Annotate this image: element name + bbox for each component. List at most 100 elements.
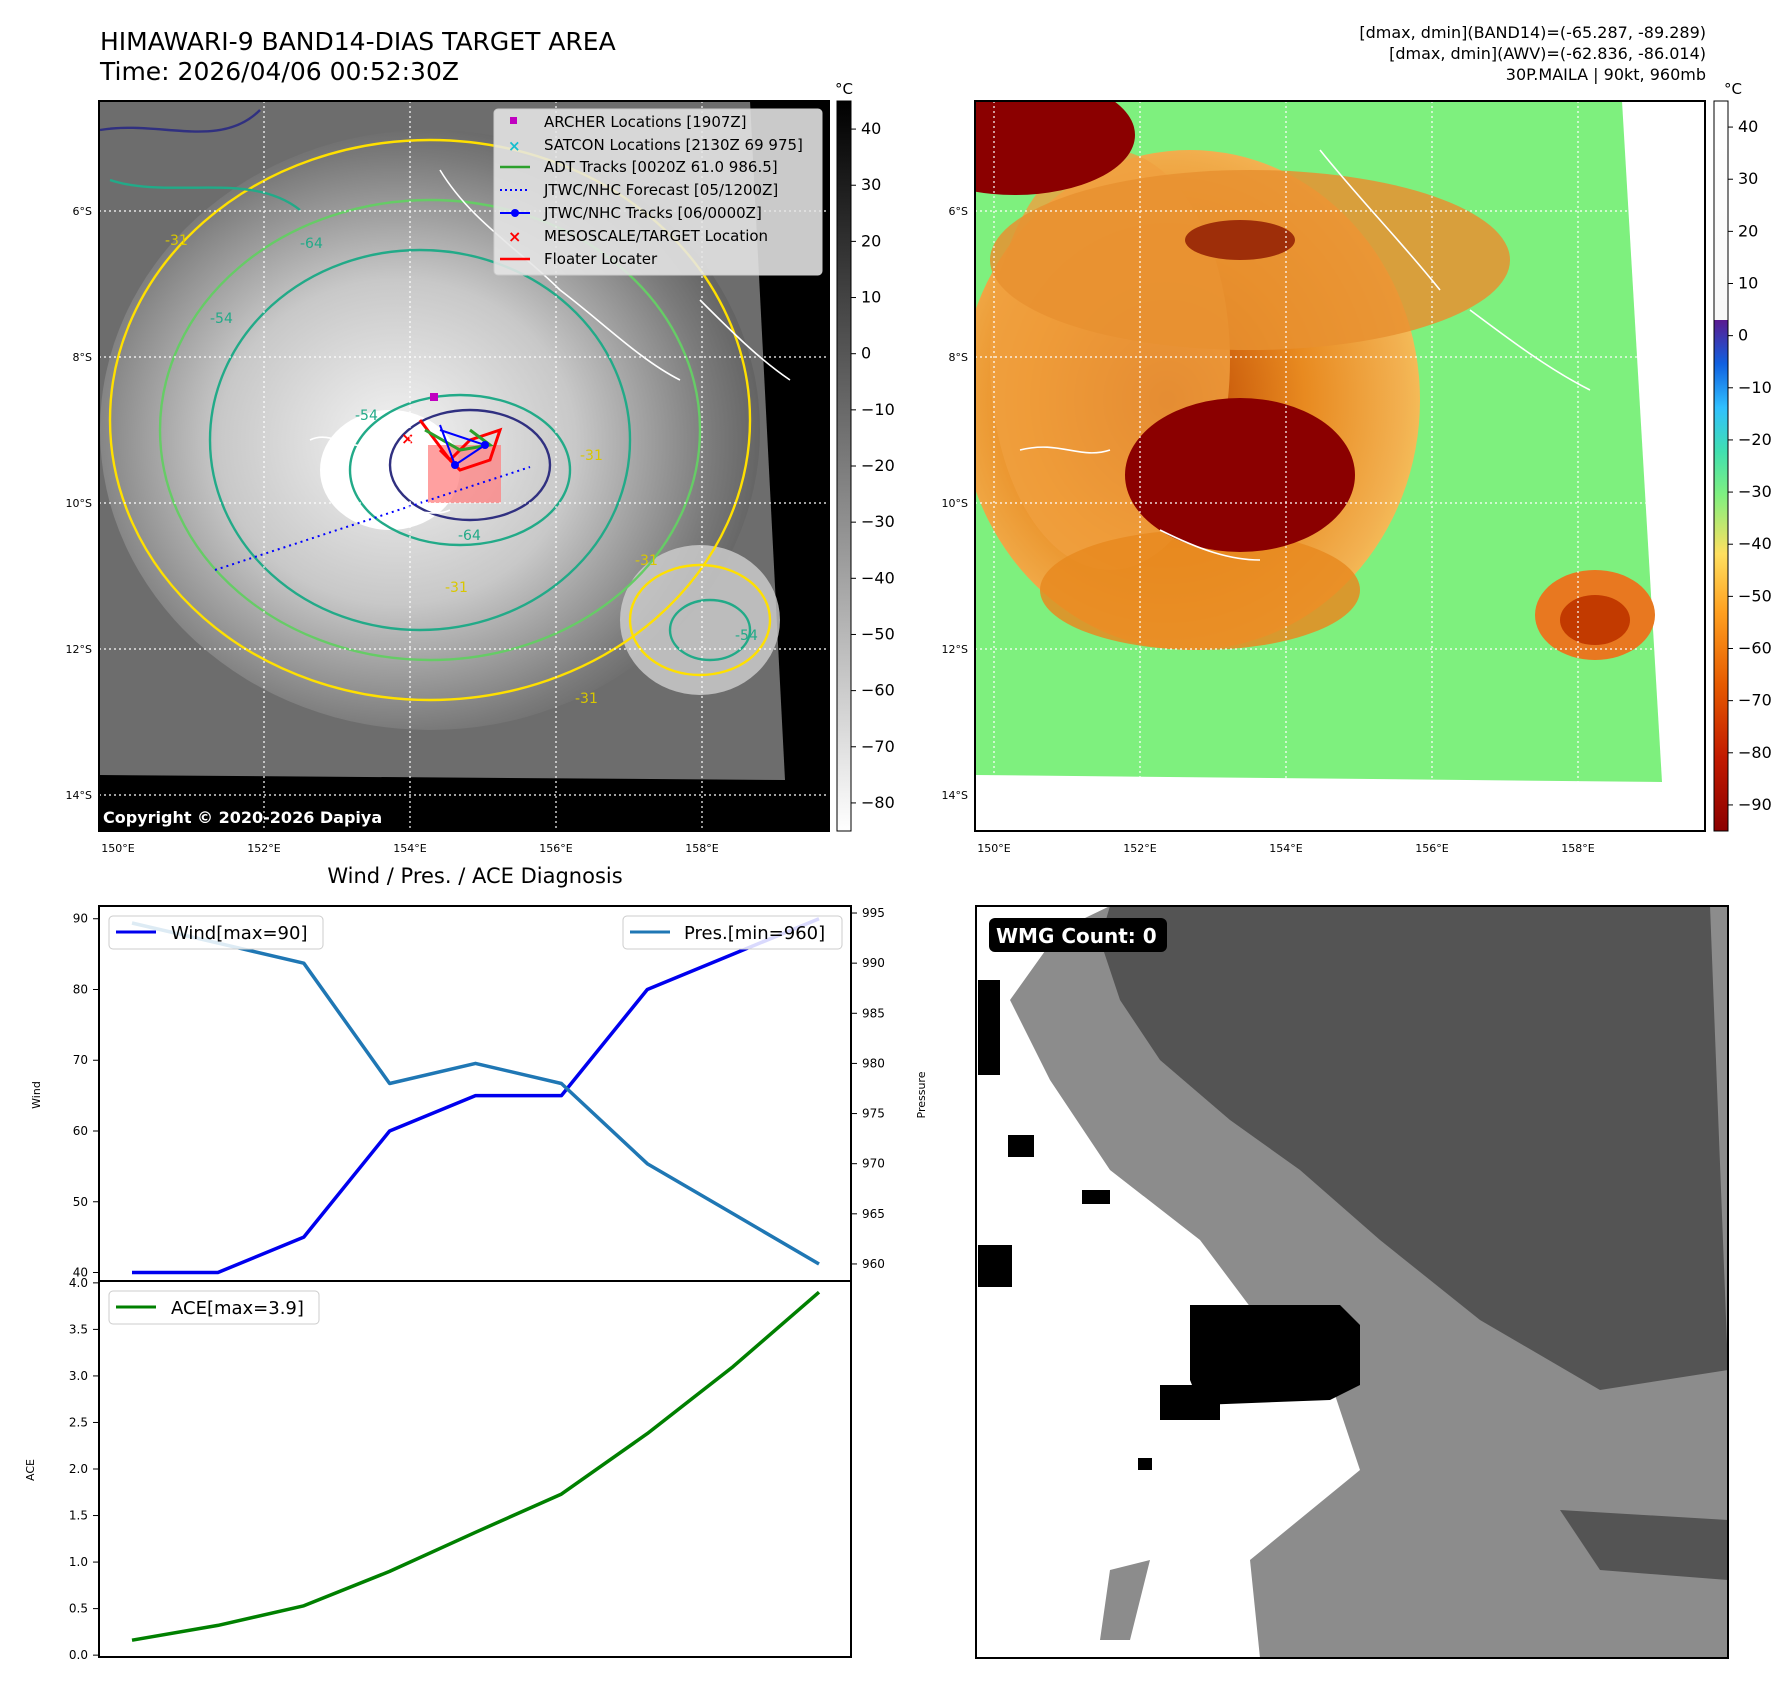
y2-tick-label: 965 xyxy=(862,1207,885,1221)
colorbar-gray-tick-label: −40 xyxy=(861,568,895,587)
y-tick-label: 40 xyxy=(73,1266,88,1280)
info-storm: 30P.MAILA | 90kt, 960mb xyxy=(1506,65,1706,84)
colorbar-color-tick-label: −40 xyxy=(1738,534,1772,553)
map-legend: ARCHER Locations [1907Z] × SATCON Locati… xyxy=(493,108,823,276)
svg-text:6°S: 6°S xyxy=(949,205,968,218)
y-tick-label: 3.5 xyxy=(69,1322,88,1336)
info-awv: [dmax, dmin](AWV)=(-62.836, -86.014) xyxy=(1389,44,1706,63)
svg-text:158°E: 158°E xyxy=(685,842,718,855)
ace-axis-label: ACE xyxy=(24,1459,37,1481)
legend-jtwc-forecast: JTWC/NHC Forecast [05/1200Z] xyxy=(543,181,778,199)
colorbar-gray-tick-label: −80 xyxy=(861,793,895,812)
svg-text:10°S: 10°S xyxy=(942,497,968,510)
colorbar-grayscale: °C 40 30 20 10 0 −10 −20 −30 −40 −50 −60 −70 −80 xyxy=(835,80,895,832)
colorbar-gray-tick-label: −20 xyxy=(861,456,895,475)
colorbar-color-tick-label: −20 xyxy=(1738,430,1772,449)
colorbar-gray-tick-label: 20 xyxy=(861,231,881,250)
copyright: Copyright © 2020-2026 Dapiya xyxy=(103,808,382,827)
colorbar-color-tick-label: 30 xyxy=(1738,169,1758,188)
ace-legend: ACE[max=3.9] xyxy=(108,1290,320,1325)
colorbar-color-tick-label: −30 xyxy=(1738,482,1772,501)
legend-floater: Floater Locater xyxy=(544,250,658,268)
contour-labels: -31 -31 -31 -31 -31 xyxy=(165,233,658,707)
y-tick-label: 4.0 xyxy=(69,1276,88,1290)
colorbar-color-tick-label: −50 xyxy=(1738,586,1772,605)
legend-mesoscale: MESOSCALE/TARGET Location xyxy=(544,227,768,245)
colorbar-gray-tick-label: 40 xyxy=(861,119,881,138)
colorbar-color-tick-label: 10 xyxy=(1738,274,1758,293)
svg-text:156°E: 156°E xyxy=(1415,842,1448,855)
y-tick-label: 2.5 xyxy=(69,1415,88,1429)
y-tick-label: 0.0 xyxy=(69,1648,88,1662)
svg-text:-31: -31 xyxy=(445,580,468,596)
wind-axis-label: Wind xyxy=(30,1081,43,1109)
y2-tick-label: 960 xyxy=(862,1257,885,1271)
series-line-ace xyxy=(131,1290,821,1642)
colorbar-gray-tick-label: 30 xyxy=(861,175,881,194)
ace-plot-area xyxy=(98,1280,852,1658)
svg-text:-54: -54 xyxy=(355,408,378,424)
colorbar-gray-tick-label: −30 xyxy=(861,512,895,531)
y2-tick-label: 995 xyxy=(862,906,885,920)
svg-text:-31: -31 xyxy=(580,448,603,464)
svg-text:152°E: 152°E xyxy=(247,842,280,855)
map1-lon-labels: 150°E 152°E 154°E 156°E 158°E xyxy=(101,842,718,855)
svg-text:150°E: 150°E xyxy=(977,842,1010,855)
colorbar-gray-tick-label: −60 xyxy=(861,681,895,700)
svg-text:8°S: 8°S xyxy=(73,351,92,364)
svg-text:-31: -31 xyxy=(635,553,658,569)
colorbar-color-tick-label: −80 xyxy=(1738,743,1772,762)
svg-text:10°S: 10°S xyxy=(66,497,92,510)
wind-legend: Wind[max=90] xyxy=(108,915,324,950)
y2-tick-label: 990 xyxy=(862,956,885,970)
svg-text:-64: -64 xyxy=(300,236,323,252)
colorbar-color-tick-label: −10 xyxy=(1738,378,1772,397)
wmg-count-badge: WMG Count: 0 xyxy=(989,918,1167,952)
series-line-pres xyxy=(131,921,820,1266)
map2-gridlines xyxy=(975,101,1705,831)
svg-text:12°S: 12°S xyxy=(942,643,968,656)
svg-text:14°S: 14°S xyxy=(942,789,968,802)
y-tick-label: 2.0 xyxy=(69,1462,88,1476)
svg-text:154°E: 154°E xyxy=(393,842,426,855)
y-tick-label: 1.5 xyxy=(69,1509,88,1523)
wind-pres-plot-area xyxy=(98,905,852,1282)
adt-track xyxy=(424,428,494,452)
colorbar-gray-unit: °C xyxy=(835,80,853,98)
wind-legend-label: Wind[max=90] xyxy=(171,923,308,944)
y-tick-label: 0.5 xyxy=(69,1602,88,1616)
diagnosis-title: Wind / Pres. / ACE Diagnosis xyxy=(327,864,622,888)
colorbar-gray-tick-label: 0 xyxy=(861,344,871,363)
archer-marker xyxy=(430,393,438,401)
svg-text:-54: -54 xyxy=(210,311,233,327)
legend-jtwc-tracks: JTWC/NHC Tracks [06/0000Z] xyxy=(543,204,762,222)
svg-text:×: × xyxy=(508,227,521,246)
wmg-panel xyxy=(976,906,1728,1658)
y-tick-label: 90 xyxy=(73,912,88,926)
mesoscale-marker: × xyxy=(401,429,414,448)
pressure-legend: Pres.[min=960] xyxy=(622,915,843,950)
colorbar-gray-tick-label: −70 xyxy=(861,737,895,756)
svg-text:12°S: 12°S xyxy=(66,643,92,656)
target-area-box xyxy=(428,445,501,503)
svg-text:14°S: 14°S xyxy=(66,789,92,802)
svg-text:-54: -54 xyxy=(735,628,758,644)
y2-tick-label: 980 xyxy=(862,1056,885,1070)
svg-text:-31: -31 xyxy=(575,691,598,707)
floater-track xyxy=(418,419,503,472)
svg-text:152°E: 152°E xyxy=(1123,842,1156,855)
svg-text:6°S: 6°S xyxy=(73,205,92,218)
legend-adt: ADT Tracks [0020Z 61.0 986.5] xyxy=(544,158,778,176)
colorbar-color-tick-label: 40 xyxy=(1738,117,1758,136)
legend-archer: ARCHER Locations [1907Z] xyxy=(544,113,747,131)
svg-text:8°S: 8°S xyxy=(949,351,968,364)
y2-tick-label: 970 xyxy=(862,1157,885,1171)
map2-lat-labels: 6°S 8°S 10°S 12°S 14°S xyxy=(942,205,968,802)
map1-lat-labels: 6°S 8°S 10°S 12°S 14°S xyxy=(66,205,92,802)
pressure-axis-label: Pressure xyxy=(915,1071,928,1118)
series-line-wind xyxy=(132,917,820,1275)
colorbar-color-tick-label: 20 xyxy=(1738,221,1758,240)
y-tick-label: 3.0 xyxy=(69,1369,88,1383)
info-band14: [dmax, dmin](BAND14)=(-65.287, -89.289) xyxy=(1359,23,1706,42)
